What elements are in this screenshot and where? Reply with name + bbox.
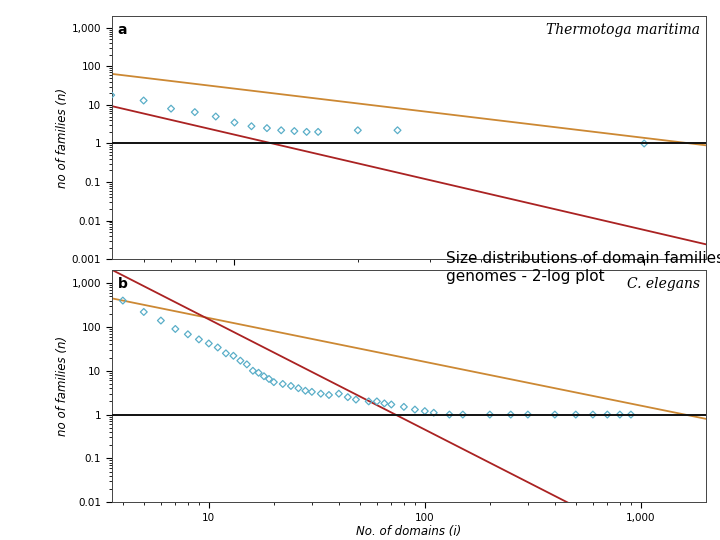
Point — [570, 410, 582, 419]
Point — [549, 410, 561, 419]
Point — [505, 410, 516, 419]
Point — [639, 139, 650, 148]
Point — [253, 368, 264, 377]
Point — [352, 126, 364, 134]
Point — [117, 296, 129, 305]
Text: Size distributions of domain families in two
genomes - 2-log plot: Size distributions of domain families in… — [446, 251, 720, 284]
Y-axis label: no of families (n): no of families (n) — [56, 336, 69, 436]
Point — [138, 96, 149, 105]
Point — [220, 349, 232, 357]
Point — [333, 389, 345, 398]
Point — [312, 127, 324, 136]
Point — [203, 339, 215, 348]
Y-axis label: no of families (n): no of families (n) — [56, 87, 69, 188]
Point — [228, 352, 239, 360]
Point — [235, 356, 246, 365]
Point — [342, 393, 354, 401]
Text: b: b — [117, 277, 127, 291]
Point — [166, 104, 177, 113]
Point — [261, 124, 273, 132]
Point — [363, 397, 374, 406]
Point — [247, 367, 258, 375]
Point — [350, 395, 361, 404]
Point — [587, 410, 598, 419]
Point — [371, 397, 382, 406]
Point — [301, 127, 312, 136]
Point — [392, 126, 403, 134]
Point — [289, 127, 300, 136]
Point — [246, 122, 257, 131]
Point — [170, 325, 181, 333]
Point — [300, 387, 311, 395]
Point — [268, 378, 279, 387]
Point — [419, 407, 431, 415]
Point — [457, 410, 469, 419]
Point — [193, 335, 204, 344]
Point — [522, 410, 534, 419]
Point — [189, 108, 201, 117]
Point — [212, 343, 223, 352]
Point — [66, 83, 77, 92]
Point — [602, 410, 613, 419]
Point — [484, 410, 495, 419]
Point — [428, 408, 439, 417]
Point — [258, 372, 270, 381]
Point — [306, 388, 318, 396]
Point — [285, 382, 297, 390]
Point — [444, 410, 455, 419]
Point — [277, 380, 289, 388]
Point — [210, 112, 222, 121]
Point — [379, 399, 390, 408]
Point — [625, 410, 636, 419]
Point — [409, 405, 420, 414]
Point — [14, 69, 26, 78]
Point — [292, 384, 304, 393]
Point — [155, 316, 166, 325]
X-axis label: No. of domains (i): No. of domains (i) — [356, 525, 462, 538]
Point — [182, 330, 194, 339]
Text: Thermotoga maritima: Thermotoga maritima — [546, 23, 700, 37]
Point — [315, 389, 327, 398]
Point — [241, 360, 253, 369]
Point — [264, 375, 275, 383]
Point — [614, 410, 626, 419]
Point — [138, 308, 150, 316]
Point — [229, 118, 240, 127]
Point — [276, 126, 287, 134]
Point — [398, 402, 410, 411]
Point — [386, 400, 397, 409]
Text: C. elegans: C. elegans — [626, 277, 700, 291]
Text: a: a — [117, 23, 127, 37]
Point — [323, 390, 335, 399]
Point — [105, 91, 117, 99]
